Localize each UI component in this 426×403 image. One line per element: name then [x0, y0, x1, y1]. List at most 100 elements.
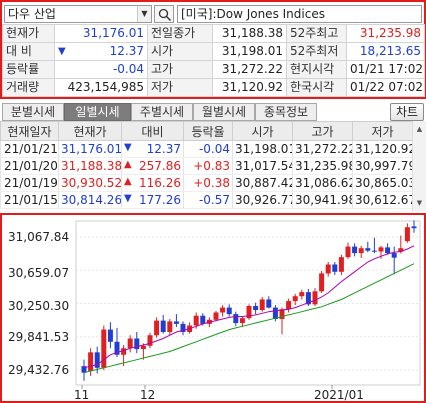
cell-date: 21/01/19 [0, 174, 59, 192]
candle-body [101, 329, 107, 368]
tab-monthly[interactable]: 월별시세 [193, 103, 255, 121]
candle-body [312, 291, 318, 305]
search-icon [158, 8, 172, 22]
candle-body [213, 312, 219, 320]
quote-panel: 현재가 31,176.01 전일종가 31,188.38 52주최고 31,23… [0, 24, 426, 99]
cell-date: 21/01/20 [0, 157, 59, 175]
tab-weekly[interactable]: 주별시세 [131, 103, 193, 121]
daily-price-grid: 현재일자 현재가 대비 등락율 시가 고가 저가 21/01/21 31,176… [0, 121, 426, 211]
candle-body [246, 305, 252, 319]
grid-scrollbar[interactable]: ▲ ▼ [412, 121, 426, 211]
label-current-price: 현재가 [2, 24, 55, 43]
cell-change-value: 12.37 [146, 142, 181, 156]
column-header-change[interactable]: 대비 [121, 121, 184, 141]
candle-body [279, 309, 285, 319]
label-rate: 등락률 [2, 60, 55, 79]
candle-body [154, 320, 160, 336]
candle-body [259, 299, 265, 311]
table-row[interactable]: 21/01/20 31,188.38 ▲ 257.86 +0.83 31,017.… [0, 157, 413, 175]
value-high: 31,272.22 [212, 60, 287, 79]
label-prev-close: 전일종가 [147, 24, 213, 43]
tab-stock-info[interactable]: 종목정보 [255, 103, 317, 121]
search-bar: 다우 산업 ▼ [미국]:Dow Jones Indices [0, 0, 426, 24]
value-open: 31,198.01 [212, 42, 287, 61]
down-arrow-icon: ▼ [124, 142, 132, 153]
candle-body [299, 292, 305, 297]
chevron-down-icon[interactable]: ▼ [137, 6, 151, 22]
candle-body [378, 247, 384, 252]
cell-change: ▲ 257.86 [121, 157, 184, 175]
cell-rate: -0.57 [183, 191, 233, 209]
candle-body [325, 264, 331, 274]
candle-body [147, 335, 153, 346]
candle-body [180, 323, 186, 332]
cell-date: 21/01/15 [0, 191, 59, 209]
label-open: 시가 [147, 42, 213, 61]
search-button[interactable] [154, 5, 174, 23]
column-header-rate[interactable]: 등락율 [183, 121, 233, 141]
cell-low: 30,997.79 [352, 157, 413, 175]
cell-change-value: 177.26 [139, 193, 181, 207]
candle-body [167, 321, 173, 332]
label-high: 고가 [147, 60, 213, 79]
value-change-cell: ▼ 12.37 [54, 42, 148, 61]
candle-body [371, 250, 377, 252]
down-arrow-icon: ▼ [124, 193, 132, 204]
table-row[interactable]: 21/01/15 30,814.26 ▼ 177.26 -0.57 30,926.… [0, 191, 413, 209]
value-volume: 423,154,985 [54, 78, 148, 97]
cell-rate: +0.38 [183, 174, 233, 192]
price-chart[interactable]: 31,067.84 30,659.07 30,250.30 29,841.53 … [0, 213, 426, 403]
quote-row-change: 대 비 ▼ 12.37 시가 31,198.01 52주최저 18,213.65 [2, 42, 425, 61]
daily-table: 현재일자 현재가 대비 등락율 시가 고가 저가 21/01/21 31,176… [0, 121, 413, 209]
symbol-name: [미국]:Dow Jones Indices [181, 7, 325, 21]
candle-body [233, 314, 239, 324]
scroll-down-icon[interactable]: ▼ [416, 199, 423, 207]
quote-table: 현재가 31,176.01 전일종가 31,188.38 52주최고 31,23… [2, 24, 425, 97]
candle-body [358, 248, 364, 254]
value-local-time: 01/21 17:02 [346, 60, 425, 79]
cell-price: 30,814.26 [58, 191, 122, 209]
cell-rate: -0.04 [183, 140, 233, 158]
y-axis-label: 29,841.53 [8, 330, 70, 344]
cell-price: 31,176.01 [58, 140, 122, 158]
label-52w-low: 52주최저 [286, 42, 347, 61]
candle-body [134, 338, 140, 350]
tab-minute[interactable]: 분별시세 [2, 103, 64, 121]
tab-daily[interactable]: 일별시세 [64, 103, 131, 121]
column-header-high[interactable]: 고가 [292, 121, 353, 141]
cell-change-value: 257.86 [139, 159, 181, 173]
column-header-low[interactable]: 저가 [352, 121, 413, 141]
column-header-date[interactable]: 현재일자 [0, 121, 59, 141]
value-52w-high: 31,235.98 [346, 24, 425, 43]
candle-body [345, 246, 351, 258]
down-arrow-icon: ▼ [58, 46, 66, 57]
cell-date: 21/01/21 [0, 140, 59, 158]
chart-button[interactable]: 차트 [390, 103, 424, 121]
column-header-open[interactable]: 시가 [232, 121, 293, 141]
value-change: 12.37 [109, 44, 144, 58]
candle-body [391, 253, 397, 258]
candle-body [220, 307, 226, 313]
candle-body [365, 248, 371, 251]
moving-average-long [83, 263, 415, 374]
column-header-price[interactable]: 현재가 [58, 121, 122, 141]
cell-open: 31,017.54 [232, 157, 293, 175]
cell-change-value: 116.26 [139, 176, 181, 190]
table-row[interactable]: 21/01/19 30,930.52 ▲ 116.26 +0.38 30,887.… [0, 174, 413, 192]
x-axis-label: 2021/01 [314, 388, 364, 402]
candle-body [332, 264, 338, 272]
cell-rate: +0.83 [183, 157, 233, 175]
label-change: 대 비 [2, 42, 55, 61]
candle-body [160, 320, 166, 332]
candle-body [94, 352, 100, 368]
market-select[interactable]: 다우 산업 ▼ [4, 5, 152, 23]
symbol-name-field[interactable]: [미국]:Dow Jones Indices [177, 5, 422, 23]
candle-body [88, 352, 94, 372]
table-row[interactable]: 21/01/21 31,176.01 ▼ 12.37 -0.04 31,198.0… [0, 140, 413, 158]
scroll-up-icon[interactable]: ▲ [416, 125, 423, 133]
candle-body [81, 366, 87, 373]
value-prev-close: 31,188.38 [212, 24, 287, 43]
cell-low: 30,865.03 [352, 174, 413, 192]
label-volume: 거래량 [2, 78, 55, 97]
value-korea-time: 01/22 07:02 [346, 78, 425, 97]
